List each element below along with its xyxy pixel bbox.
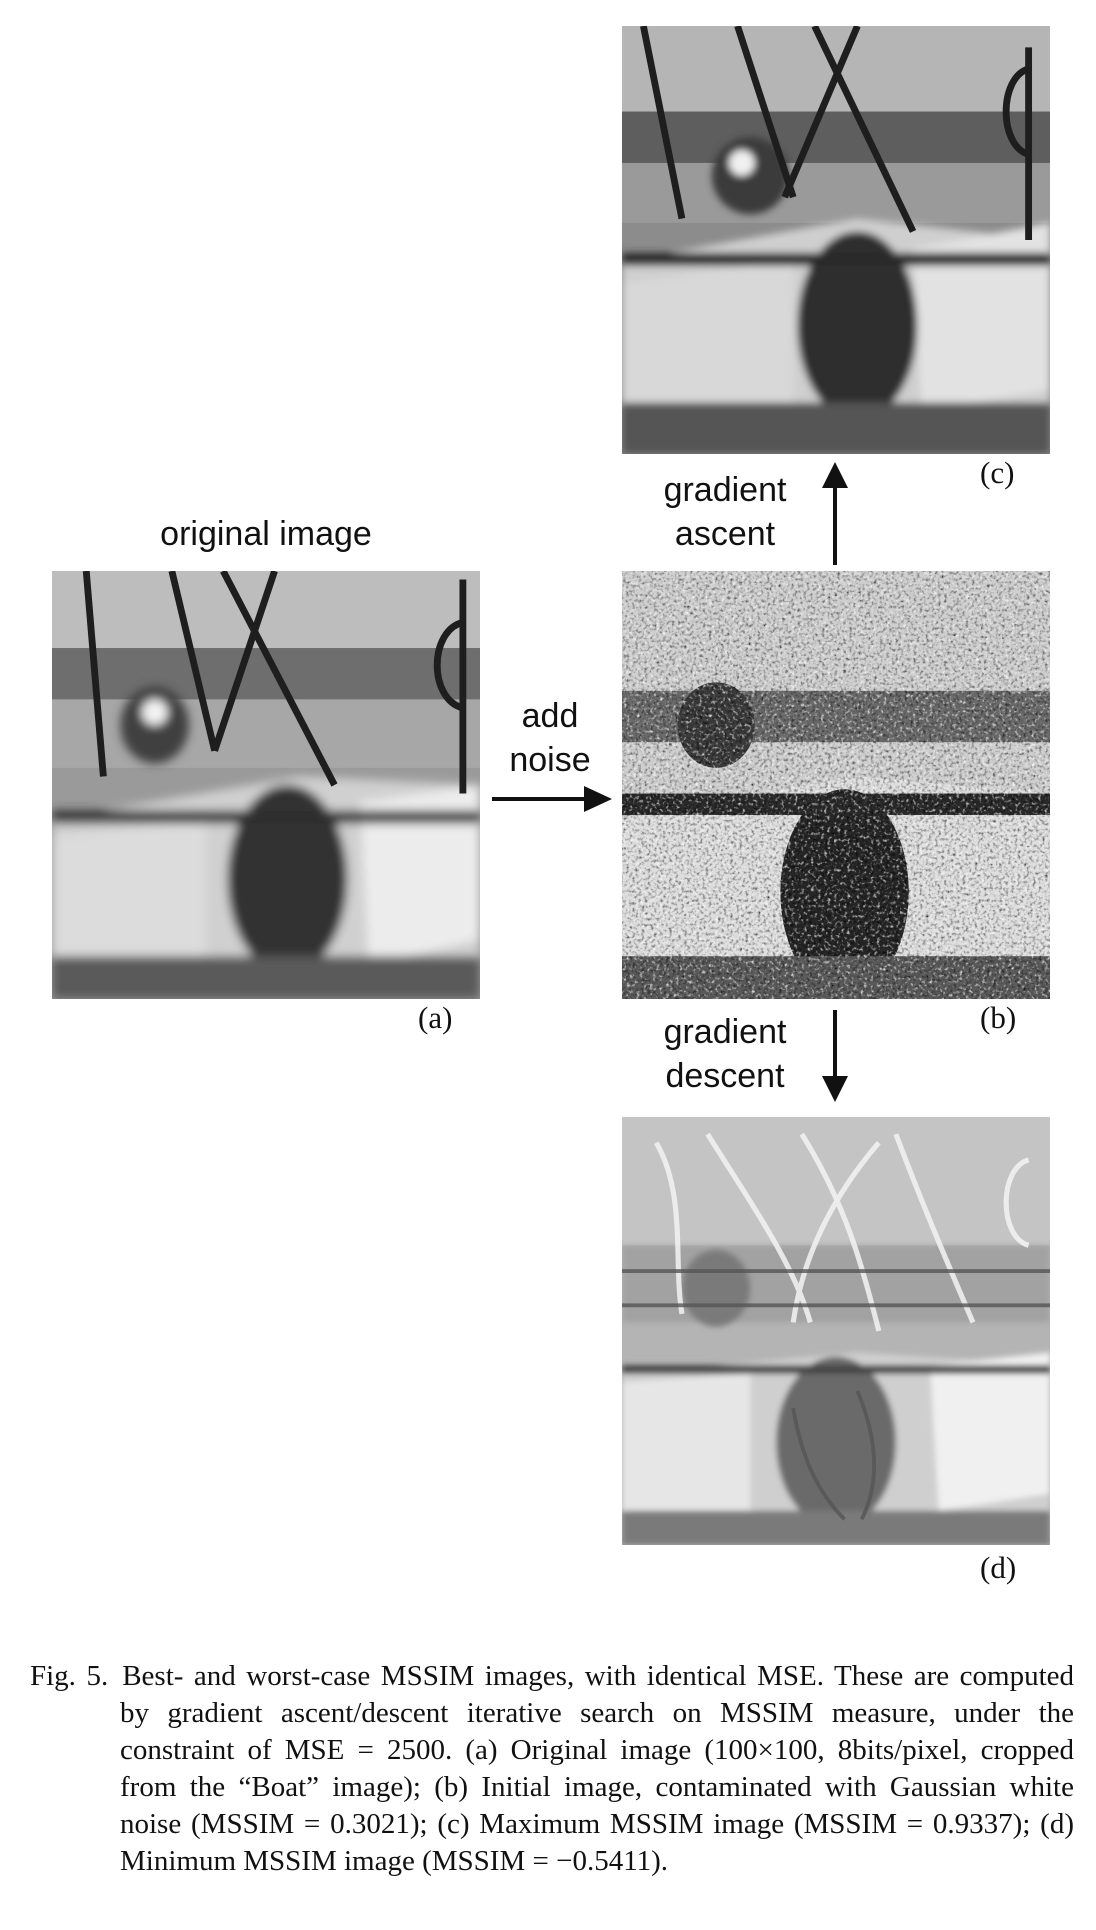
panel-label-b: (b) — [980, 1000, 1017, 1035]
figure-number: Fig. 5. — [30, 1660, 109, 1692]
up-arrow-icon — [822, 462, 848, 565]
add-noise-line1: add — [521, 697, 579, 735]
gradient-ascent-label: gradient ascent — [640, 468, 810, 556]
panel-d-min-mssim-image — [622, 1117, 1050, 1545]
figure-caption: Fig. 5. Best- and worst-case MSSIM images… — [30, 1658, 1074, 1880]
down-arrow-icon — [822, 1010, 848, 1102]
gradient-descent-line2: descent — [665, 1057, 785, 1095]
right-arrow-icon — [492, 786, 612, 812]
panel-label-d: (d) — [980, 1550, 1017, 1585]
gradient-descent-label: gradient descent — [640, 1010, 810, 1098]
gradient-ascent-line2: ascent — [674, 515, 776, 553]
panel-a-original-image — [52, 571, 480, 999]
panel-label-a: (a) — [418, 1000, 453, 1035]
gradient-descent-line1: gradient — [663, 1013, 787, 1051]
add-noise-label: add noise — [490, 694, 610, 782]
panel-label-c: (c) — [980, 455, 1015, 490]
gradient-ascent-line1: gradient — [663, 471, 787, 509]
add-noise-line2: noise — [509, 741, 591, 779]
caption-text: Best- and worst-case MSSIM images, with … — [120, 1660, 1074, 1877]
original-image-label: original image — [160, 515, 372, 553]
panel-c-max-mssim-image — [622, 26, 1050, 454]
panel-b-noisy-image — [622, 571, 1050, 999]
